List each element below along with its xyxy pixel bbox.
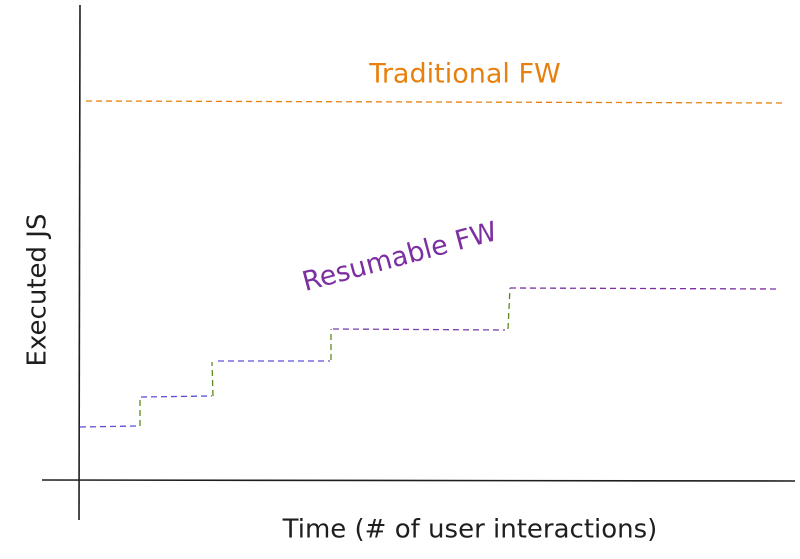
resumable-steps [79,287,779,428]
resumable-label: Resumable FW [299,216,500,298]
step [332,328,506,331]
step [509,287,779,290]
step [79,425,139,428]
step-rise [211,361,214,397]
y-axis-label: Executed JS [23,214,53,367]
step [140,395,213,398]
step-rise [507,287,511,330]
traditional-label: Traditional FW [368,59,560,90]
x-axis [41,479,796,482]
y-axis [78,4,81,521]
x-axis-label: Time (# of user interactions) [282,515,658,545]
traditional-line [85,100,786,104]
